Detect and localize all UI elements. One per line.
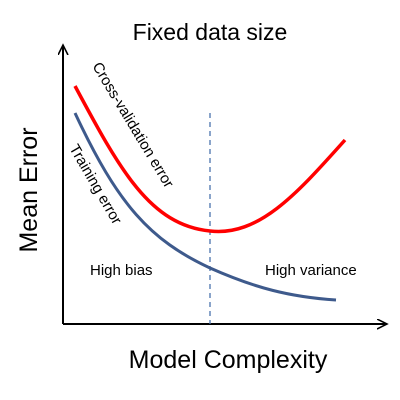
y-axis-title: Mean Error [15, 127, 43, 252]
x-axis-title: Model Complexity [129, 346, 328, 374]
training-error-curve [73, 112, 337, 302]
diagram-title: Fixed data size [133, 19, 288, 45]
cross-validation-error-label: Cross-validation error [89, 59, 177, 191]
cross-validation-error-curve [73, 85, 347, 234]
high-variance-label: High variance [265, 262, 357, 279]
high-bias-label: High bias [90, 262, 153, 279]
